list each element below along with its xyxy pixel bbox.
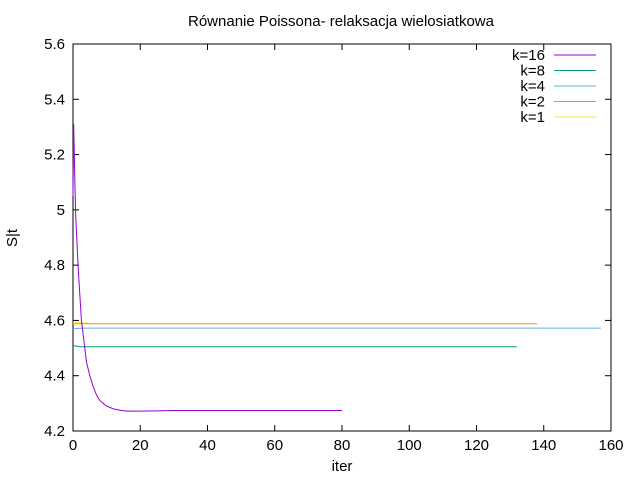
legend-label: k=8 (520, 63, 545, 80)
x-tick-label: 80 (334, 437, 351, 454)
x-axis: 0 20 40 60 80 100 120 140 160 (69, 44, 624, 454)
y-tick-label: 4.2 (44, 423, 65, 440)
y-tick-label: 5.2 (44, 147, 65, 164)
x-tick-label: 160 (598, 437, 623, 454)
x-tick-label: 0 (69, 437, 77, 454)
legend: k=16k=8k=4k=2k=1 (512, 47, 596, 126)
series-layer (72, 124, 601, 412)
y-tick-label: 5.6 (44, 36, 65, 53)
legend-label: k=1 (520, 109, 545, 126)
y-tick-label: 5.4 (44, 91, 65, 108)
x-tick-label: 60 (266, 437, 283, 454)
y-tick-label: 4.8 (44, 257, 65, 274)
x-axis-label: iter (332, 458, 353, 475)
y-tick-label: 4.6 (44, 312, 65, 329)
legend-label: k=16 (512, 47, 545, 64)
y-axis: 4.2 4.4 4.6 4.8 5 5.2 5.4 5.6 (44, 36, 611, 440)
series-line-k-1 (72, 321, 90, 324)
legend-label: k=2 (520, 94, 545, 111)
x-tick-label: 140 (531, 437, 556, 454)
x-tick-label: 40 (199, 437, 216, 454)
y-axis-label: S|t (4, 228, 21, 247)
y-tick-label: 5 (57, 202, 65, 219)
chart-title: Równanie Poissona- relaksacja wielosiatk… (188, 13, 495, 30)
series-line-k-8 (72, 344, 517, 348)
legend-label: k=4 (520, 78, 545, 95)
x-tick-label: 20 (132, 437, 149, 454)
y-tick-label: 4.4 (44, 368, 65, 385)
series-line-k-16 (72, 124, 342, 412)
x-tick-label: 100 (397, 437, 422, 454)
x-tick-label: 120 (464, 437, 489, 454)
series-line-k-4 (72, 327, 601, 330)
